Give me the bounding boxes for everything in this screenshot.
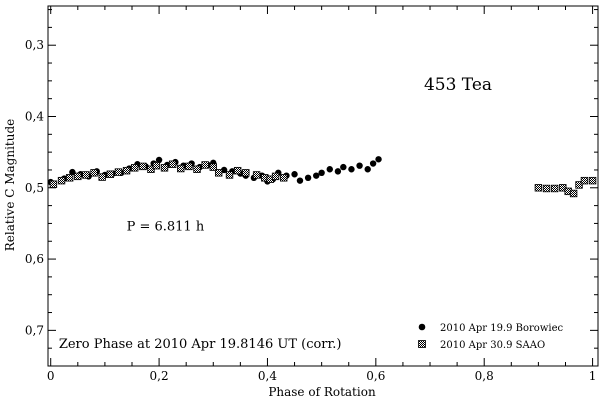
zero-phase-annotation: Zero Phase at 2010 Apr 19.8146 UT (corr.… (59, 337, 342, 352)
y-tick-label: 0,4 (25, 109, 44, 123)
point-saao (542, 184, 551, 193)
point-saao (98, 173, 106, 181)
x-tick-label: 0,6 (366, 369, 385, 383)
x-axis-ticks: 0 0,2 0,4 0,6 0,8 1 (47, 6, 597, 383)
point-saao (114, 168, 123, 176)
y-tick-label: 0,6 (25, 252, 44, 266)
x-tick-label: 0 (47, 369, 55, 383)
period-annotation: P = 6.811 h (127, 220, 205, 235)
chart-title: 453 Tea (424, 75, 492, 95)
point-borowiec (369, 160, 377, 167)
point-borowiec (304, 174, 312, 182)
x-axis-label: Phase of Rotation (268, 385, 376, 399)
point-saao (139, 162, 147, 171)
point-borowiec (155, 156, 163, 164)
x-tick-label: 0,2 (150, 369, 169, 383)
point-saao (49, 180, 58, 188)
legend-marker-borowiec (418, 323, 426, 331)
point-saao (233, 166, 242, 175)
point-saao (225, 171, 234, 179)
point-saao (177, 164, 185, 173)
point-saao (201, 161, 209, 169)
point-saao (534, 184, 543, 192)
point-saao (57, 176, 66, 185)
point-saao (160, 164, 169, 172)
point-borowiec (296, 177, 304, 184)
point-saao (193, 165, 201, 173)
x-tick-label: 0,8 (475, 369, 494, 383)
point-saao (65, 174, 74, 182)
point-saao (271, 172, 280, 181)
point-saao (569, 189, 578, 198)
point-saao (588, 176, 597, 185)
plot-frame (47, 5, 599, 367)
y-axis-ticks: 0,3 0,4 0,5 0,6 0,7 (25, 9, 598, 367)
point-saao (252, 171, 261, 179)
point-saao (242, 169, 250, 177)
point-saao (185, 162, 193, 171)
point-saao (209, 163, 217, 171)
point-saao (122, 166, 131, 175)
point-borowiec (313, 172, 320, 179)
point-borowiec (348, 166, 355, 173)
y-axis-label: Relative C Magnitude (3, 119, 17, 252)
point-borowiec (318, 169, 325, 177)
x-tick-label: 1 (589, 369, 597, 383)
x-tick-label: 0,4 (258, 369, 277, 383)
y-tick-label: 0,5 (25, 181, 44, 195)
y-tick-label: 0,7 (25, 323, 44, 337)
point-borowiec (356, 162, 363, 169)
point-borowiec (326, 166, 333, 173)
point-saao (575, 181, 583, 189)
legend-marker-saao (418, 340, 426, 348)
point-saao (214, 169, 223, 177)
point-saao (280, 174, 288, 182)
y-tick-label: 0,3 (25, 38, 44, 52)
point-saao (106, 170, 115, 178)
point-borowiec (340, 163, 347, 171)
legend-label-saao: 2010 Apr 30.9 SAAO (440, 340, 545, 351)
point-saao (168, 160, 177, 168)
point-borowiec (364, 166, 371, 173)
legend: 2010 Apr 19.9 Borowiec 2010 Apr 30.9 SAA… (418, 323, 564, 351)
point-saao (130, 164, 139, 172)
legend-label-borowiec: 2010 Apr 19.9 Borowiec (440, 323, 564, 334)
point-borowiec (375, 156, 382, 163)
point-borowiec (69, 168, 76, 176)
point-saao (74, 172, 82, 181)
point-saao (152, 161, 161, 170)
point-borowiec (334, 168, 342, 175)
point-borowiec (220, 166, 228, 174)
point-saao (90, 169, 98, 177)
point-borowiec (291, 171, 298, 178)
point-saao (550, 184, 559, 193)
point-saao (580, 176, 589, 185)
point-saao (82, 171, 90, 179)
data-points (47, 156, 597, 198)
